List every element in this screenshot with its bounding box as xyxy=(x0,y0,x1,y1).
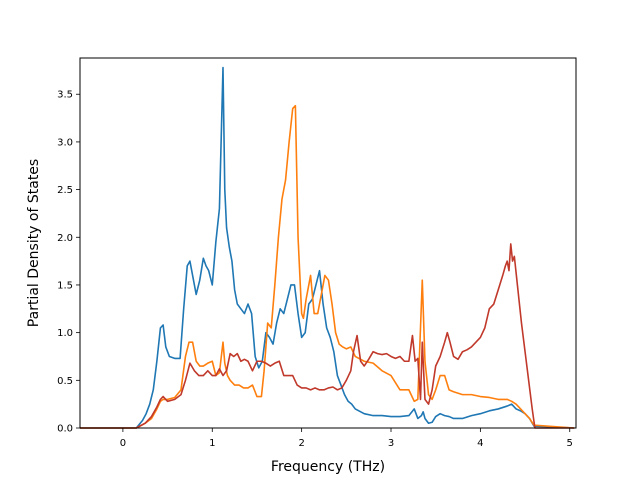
plot-area xyxy=(80,58,576,428)
y-axis-label: Partial Density of States xyxy=(26,159,42,327)
x-tick-label: 3 xyxy=(388,438,394,449)
x-tick-label: 0 xyxy=(120,438,126,449)
y-ticks: 0.0 0.5 1.0 1.5 2.0 2.5 3.0 3.5 xyxy=(57,90,80,435)
x-tick-label: 2 xyxy=(298,438,304,449)
x-axis-label: Frequency (THz) xyxy=(271,459,385,475)
y-tick-label: 0.0 xyxy=(57,424,73,435)
series-layer xyxy=(80,66,575,429)
axes-frame xyxy=(79,57,577,429)
series-line-2 xyxy=(80,104,575,429)
y-tick-label: 1.5 xyxy=(57,280,73,291)
y-tick-label: 3.5 xyxy=(57,90,73,101)
series-line-3 xyxy=(80,243,575,429)
y-tick-label: 2.5 xyxy=(57,185,73,196)
y-tick-label: 1.0 xyxy=(57,328,73,339)
y-tick-label: 2.0 xyxy=(57,233,73,244)
x-tick-label: 4 xyxy=(477,438,483,449)
x-tick-label: 1 xyxy=(209,438,215,449)
y-tick-label: 3.0 xyxy=(57,137,73,148)
y-tick-label: 0.5 xyxy=(57,376,73,387)
x-tick-label: 5 xyxy=(567,438,573,449)
x-ticks: 0 1 2 3 4 5 xyxy=(120,428,573,449)
series-line-1 xyxy=(80,66,575,429)
